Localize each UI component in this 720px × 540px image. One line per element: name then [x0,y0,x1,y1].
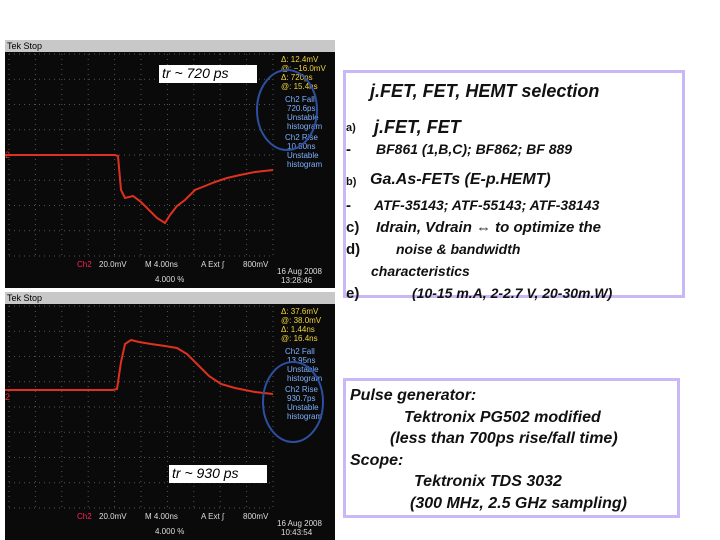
cursor-readout: Δ: 12.4mV [281,55,319,64]
scope-bezel [5,292,335,540]
highlight-circle [256,69,318,151]
item-text: Idrain, Vdrain ⇔ to optimize the [376,219,602,236]
cursor-readout: Δ: 720ps [281,73,313,82]
item-text: j.FET, FET [374,117,461,137]
waveform [5,154,274,225]
status-text: 20.0mV [99,260,127,269]
cursor-readout: Δ: 1.44ns [281,325,315,334]
status-text: Ch2 [77,512,92,521]
annotation: tr ~ 720 ps [162,65,229,81]
scope-header: Tek Stop [7,41,42,51]
cursor-readout: @: −16.0mV [281,64,326,73]
equipment-box: Pulse generator: Tektronix PG502 modified… [343,378,680,518]
item-marker: c) [346,219,360,236]
status-text: 4.000 % [155,275,184,284]
scope-header-bar [5,40,335,52]
status-text: Ch2 [77,260,92,269]
item-text: characteristics [371,263,470,279]
selection-title: j.FET, FET, HEMT selection [370,81,600,101]
item-marker: e) [346,285,360,302]
item-text: BF861 (1,B,C); BF862; BF 889 [376,141,573,157]
equipment-line: Tektronix PG502 modified [404,408,601,426]
annotation: tr ~ 930 ps [172,465,239,481]
status-text: M 4.00ns [145,260,178,269]
scope-time: 10:43:54 [281,528,313,537]
measure-readout: Unstable [287,403,319,412]
item-text: (10-15 m.A, 2-2.7 V, 20-30m.W) [412,285,613,301]
status-text: A Ext ∫ [201,512,225,521]
measure-readout: histogram [287,122,322,131]
measure-readout: 13.95ns [287,356,315,365]
measure-readout: histogram [287,374,322,383]
cursor-readout: Δ: 37.6mV [281,307,319,316]
scope-header: Tek Stop [7,293,42,303]
equipment-line: (less than 700ps rise/fall time) [390,430,618,447]
channel-marker: 2 [5,392,10,402]
scope-header-bar [5,292,335,304]
measure-readout: 720.6ps [287,104,315,113]
cursor-readout: @: 15.4ns [281,82,318,91]
measure-readout: Unstable [287,113,319,122]
selection-box: j.FET, FET, HEMT selection a) j.FET, FET -… [343,70,685,302]
cursor-readout: @: 38.0mV [281,316,322,325]
waveform [5,338,274,395]
item-marker: d) [346,241,361,258]
measure-readout: histogram [287,160,322,169]
measure-readout: Ch2 Fall [285,347,315,356]
scope-date: 16 Aug 2008 [277,519,322,528]
measure-readout: Ch2 Rise [285,385,318,394]
status-text: M 4.00ns [145,512,178,521]
measure-readout: Ch2 Fall [285,95,315,104]
cursor-readout: @: 16.4ns [281,334,318,343]
item-text: ATF-35143; ATF-55143; ATF-38143 [374,197,600,213]
scope-time: 13:28:46 [281,276,313,285]
status-text: 800mV [243,260,269,269]
equipment-line: Tektronix TDS 3032 [414,473,562,490]
item-marker: a) [346,122,356,134]
measure-readout: Unstable [287,365,319,374]
status-text: 800mV [243,512,269,521]
equipment-line: Scope: [350,451,404,469]
item-marker: b) [346,176,357,188]
equipment-line: Pulse generator: [350,387,477,404]
annotation-box [159,65,257,83]
item-text: Ga.As-FETs (E-p.HEMT) [370,171,551,188]
highlight-circle [262,361,324,443]
item-text: noise & bandwidth [396,241,521,257]
item-marker: - [346,197,351,214]
status-text: A Ext ∫ [201,260,225,269]
measure-readout: histogram [287,412,322,421]
status-text: 20.0mV [99,512,127,521]
measure-readout: 930.7ps [287,394,315,403]
measure-readout: Unstable [287,151,319,160]
scope-date: 16 Aug 2008 [277,267,322,276]
measure-readout: Ch2 Rise [285,133,318,142]
equipment-line: (300 MHz, 2.5 GHz sampling) [410,494,627,512]
status-text: 4.000 % [155,527,184,536]
item-marker: - [346,141,351,158]
annotation-box [169,465,267,483]
